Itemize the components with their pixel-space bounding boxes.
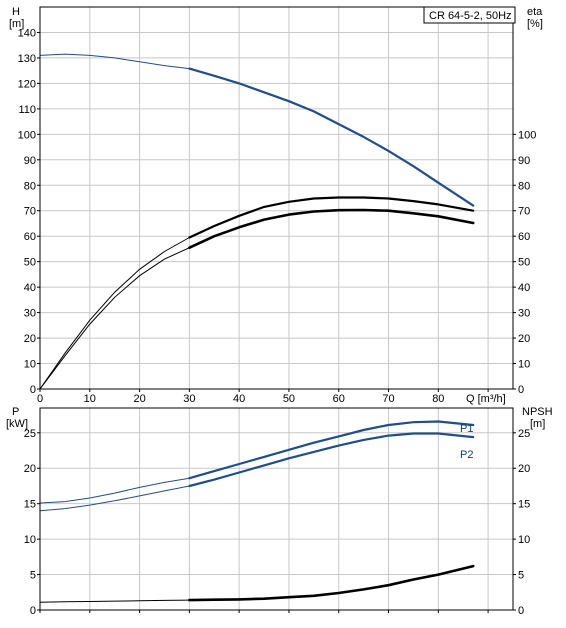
top-series-h-thin bbox=[39, 53, 190, 70]
top-right-tick-label: 0 bbox=[518, 384, 524, 396]
chart-title-box bbox=[423, 6, 516, 24]
top-left-tick-label: 50 bbox=[24, 257, 36, 269]
top-series-eta-lower-thick bbox=[188, 208, 475, 249]
top-series-eta-lower-thin bbox=[39, 247, 190, 390]
top-right-tick-label: 100 bbox=[518, 129, 536, 141]
top-series-eta-upper-thick bbox=[188, 196, 475, 239]
top-x-tick-label: 30 bbox=[183, 393, 195, 405]
top-right-tick-label: 70 bbox=[518, 206, 530, 218]
bottom-series-p2-thin bbox=[39, 485, 190, 512]
top-right-axis-label-2: [%] bbox=[527, 18, 543, 30]
series-label-p2: P2 bbox=[460, 449, 473, 461]
bottom-left-axis-label-1: P bbox=[12, 406, 19, 418]
bottom-plot-frame bbox=[39, 407, 514, 611]
bottom-series-npsh-thin bbox=[39, 599, 190, 603]
top-left-tick-label: 120 bbox=[18, 78, 36, 90]
top-right-tick-label: 50 bbox=[518, 257, 530, 269]
top-left-tick-label: 60 bbox=[24, 231, 36, 243]
bottom-left-tick-label: 15 bbox=[24, 499, 36, 511]
top-right-tick-label: 60 bbox=[518, 231, 530, 243]
top-right-tick-label: 30 bbox=[518, 308, 530, 320]
top-right-tick-label: 80 bbox=[518, 180, 530, 192]
bottom-right-tick-label: 25 bbox=[518, 428, 530, 440]
series-label-p1: P1 bbox=[460, 423, 473, 435]
bottom-right-tick-label: 5 bbox=[518, 570, 524, 582]
top-left-tick-label: 30 bbox=[24, 308, 36, 320]
bottom-right-tick-label: 0 bbox=[518, 605, 524, 617]
top-x-tick-label: 20 bbox=[133, 393, 145, 405]
top-left-tick-label: 40 bbox=[24, 282, 36, 294]
bottom-series-npsh-thick bbox=[188, 564, 475, 602]
top-left-axis-label-1: H bbox=[12, 6, 20, 18]
bottom-right-tick-label: 20 bbox=[518, 463, 530, 475]
bottom-series-p2-thick bbox=[188, 432, 475, 488]
bottom-series-p1-thick bbox=[188, 420, 475, 480]
top-right-tick-label: 40 bbox=[518, 282, 530, 294]
bottom-left-tick-label: 5 bbox=[30, 570, 36, 582]
top-x-tick-label: 60 bbox=[333, 393, 345, 405]
top-right-tick-label: 10 bbox=[518, 359, 530, 371]
bottom-right-axis-label-2: [m] bbox=[530, 418, 545, 430]
top-series-h-thick bbox=[188, 67, 475, 207]
top-x-tick-label: 50 bbox=[283, 393, 295, 405]
top-left-axis-label-2: [m] bbox=[9, 18, 24, 30]
bottom-right-tick-label: 15 bbox=[518, 499, 530, 511]
top-left-tick-label: 130 bbox=[18, 53, 36, 65]
top-left-tick-label: 110 bbox=[18, 104, 36, 116]
top-x-tick-label: 70 bbox=[382, 393, 394, 405]
bottom-left-tick-label: 25 bbox=[24, 428, 36, 440]
chart-title: CR 64-5-2, 50Hz bbox=[429, 10, 512, 22]
top-left-tick-label: 0 bbox=[30, 384, 36, 396]
top-x-tick-label: 10 bbox=[84, 393, 96, 405]
top-x-tick-label: 80 bbox=[432, 393, 444, 405]
top-left-tick-label: 140 bbox=[18, 27, 36, 39]
bottom-series-p1-thin bbox=[39, 477, 190, 504]
top-left-tick-label: 70 bbox=[24, 206, 36, 218]
bottom-left-tick-label: 10 bbox=[24, 534, 36, 546]
top-plot-frame bbox=[39, 6, 514, 390]
top-left-tick-label: 20 bbox=[24, 333, 36, 345]
bottom-left-axis-label-2: [kW] bbox=[6, 418, 28, 430]
x-axis-label: Q [m³/h] bbox=[466, 393, 506, 405]
bottom-right-tick-label: 10 bbox=[518, 534, 530, 546]
bottom-left-tick-label: 0 bbox=[30, 605, 36, 617]
top-left-tick-label: 90 bbox=[24, 155, 36, 167]
top-left-tick-label: 80 bbox=[24, 180, 36, 192]
top-right-axis-label-1: eta bbox=[527, 6, 543, 18]
top-right-tick-label: 20 bbox=[518, 333, 530, 345]
bottom-right-axis-label-1: NPSH bbox=[522, 406, 553, 418]
top-right-tick-label: 90 bbox=[518, 155, 530, 167]
top-left-tick-label: 100 bbox=[18, 129, 36, 141]
top-series-eta-upper-thin bbox=[39, 237, 190, 390]
top-left-tick-label: 10 bbox=[24, 359, 36, 371]
top-x-tick-label: 0 bbox=[37, 393, 43, 405]
bottom-left-tick-label: 20 bbox=[24, 463, 36, 475]
top-x-tick-label: 40 bbox=[233, 393, 245, 405]
